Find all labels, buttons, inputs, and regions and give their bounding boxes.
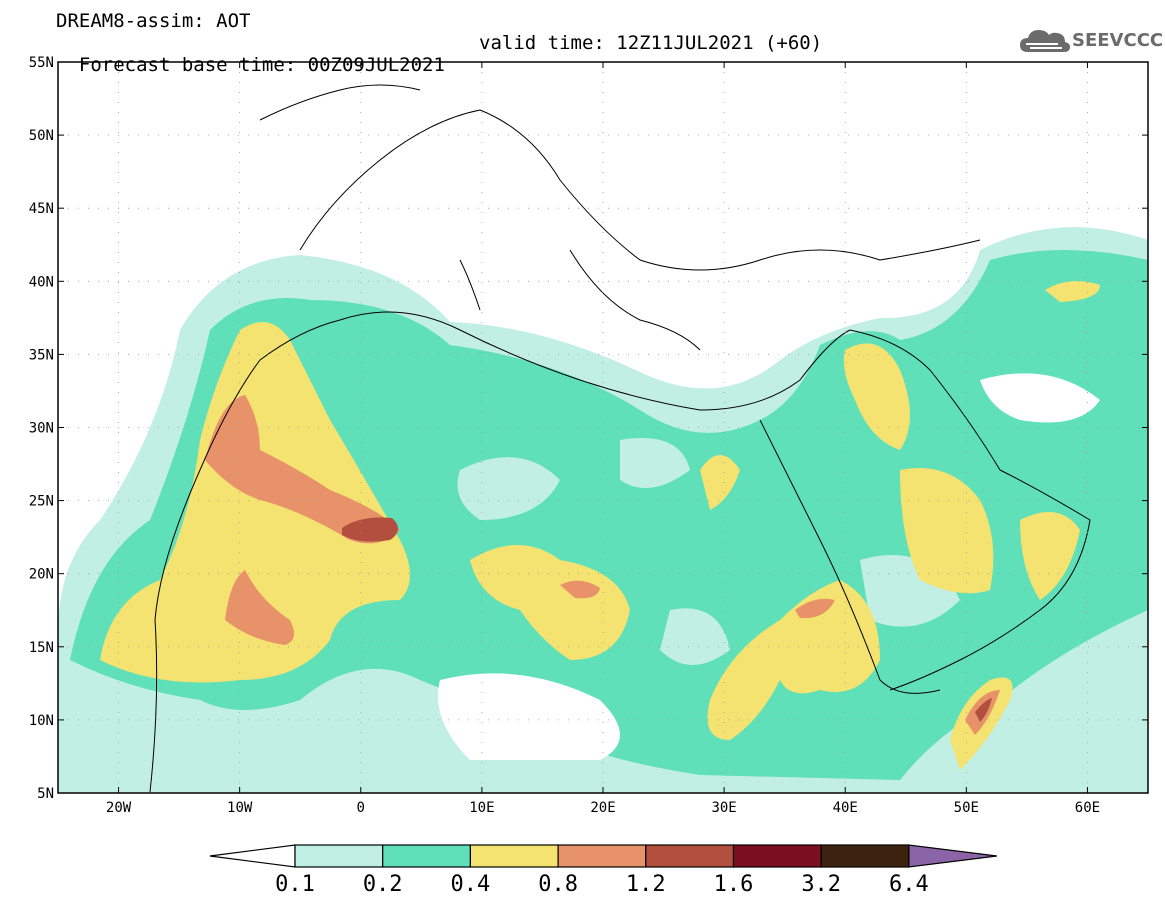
- aot-band-0.4: [100, 322, 410, 683]
- lat-tick-label: 30N: [29, 421, 54, 437]
- colorbar-swatch: [294, 844, 384, 868]
- colorbar-swatch: [820, 844, 910, 868]
- map-title: DREAM8-assim: AOT: [56, 10, 251, 32]
- colorbar-swatch: [557, 844, 647, 868]
- colorbar-swatch: [732, 844, 822, 868]
- colorbar-label: 0.1: [275, 872, 315, 897]
- base-time-label: Forecast base time: 00Z09JUL2021: [78, 54, 445, 76]
- longitude-ticks: 20W 10W 0 10E 20E 30E 40E 50E 60E: [106, 62, 1100, 816]
- lat-tick-label: 15N: [29, 640, 54, 656]
- lat-tick-label: 10N: [29, 713, 54, 729]
- colorbar-label: 0.4: [450, 872, 491, 897]
- lon-tick-label: 20W: [106, 800, 132, 816]
- lat-tick-label: 40N: [29, 274, 54, 290]
- lon-tick-label: 10W: [227, 800, 253, 816]
- colorbar-swatch: [382, 844, 472, 868]
- cloud-icon: [1020, 30, 1070, 52]
- colorbar-label: 0.2: [362, 872, 403, 897]
- lat-tick-label: 45N: [29, 201, 54, 217]
- aot-band-0.8: [205, 395, 400, 544]
- lon-tick-label: 30E: [711, 800, 736, 816]
- lat-tick-label: 20N: [29, 567, 54, 583]
- lon-tick-label: 40E: [833, 800, 858, 816]
- colorbar-label: 1.6: [713, 872, 754, 897]
- latitude-ticks: 5N 10N 15N 20N 25N 30N 35N 40N 45N 50N 55N: [29, 55, 1148, 802]
- lon-tick-label: 20E: [590, 800, 615, 816]
- coastlines: [149, 84, 1091, 793]
- lat-tick-label: 25N: [29, 494, 54, 510]
- lat-tick-label: 50N: [29, 128, 54, 144]
- lat-tick-label: 5N: [37, 786, 54, 802]
- aot-field: [58, 227, 1148, 793]
- lon-tick-label: 10E: [469, 800, 494, 816]
- colorbar-over-arrow: [908, 844, 997, 868]
- lon-tick-label: 50E: [954, 800, 979, 816]
- aot-map: 20W 10W 0 10E 20E 30E 40E 50E 60E 5N 10N 15N 20N 25N…: [29, 55, 1149, 816]
- lat-tick-label: 35N: [29, 347, 54, 363]
- colorbar-label: 6.4: [889, 872, 929, 897]
- lon-tick-label: 60E: [1075, 800, 1100, 816]
- lon-tick-label: 0: [357, 800, 365, 816]
- aot-band-1.2: [342, 517, 399, 542]
- colorbar-label: 3.2: [801, 872, 842, 897]
- colorbar-label: 1.2: [625, 872, 666, 897]
- colorbar-under-arrow: [209, 844, 296, 868]
- colorbar-swatch: [469, 844, 559, 868]
- colorbar-label: 0.8: [538, 872, 578, 897]
- valid-time-label: valid time: 12Z11JUL2021 (+60): [479, 32, 823, 54]
- lat-tick-label: 55N: [29, 55, 54, 71]
- forecast-base-time: Forecast base time: 00Z09JUL2021 valid t…: [56, 32, 822, 98]
- colorbar-swatch: [645, 844, 735, 868]
- seevccc-logo: SEEVCCC: [1018, 22, 1163, 58]
- logo-text: SEEVCCC: [1072, 30, 1164, 51]
